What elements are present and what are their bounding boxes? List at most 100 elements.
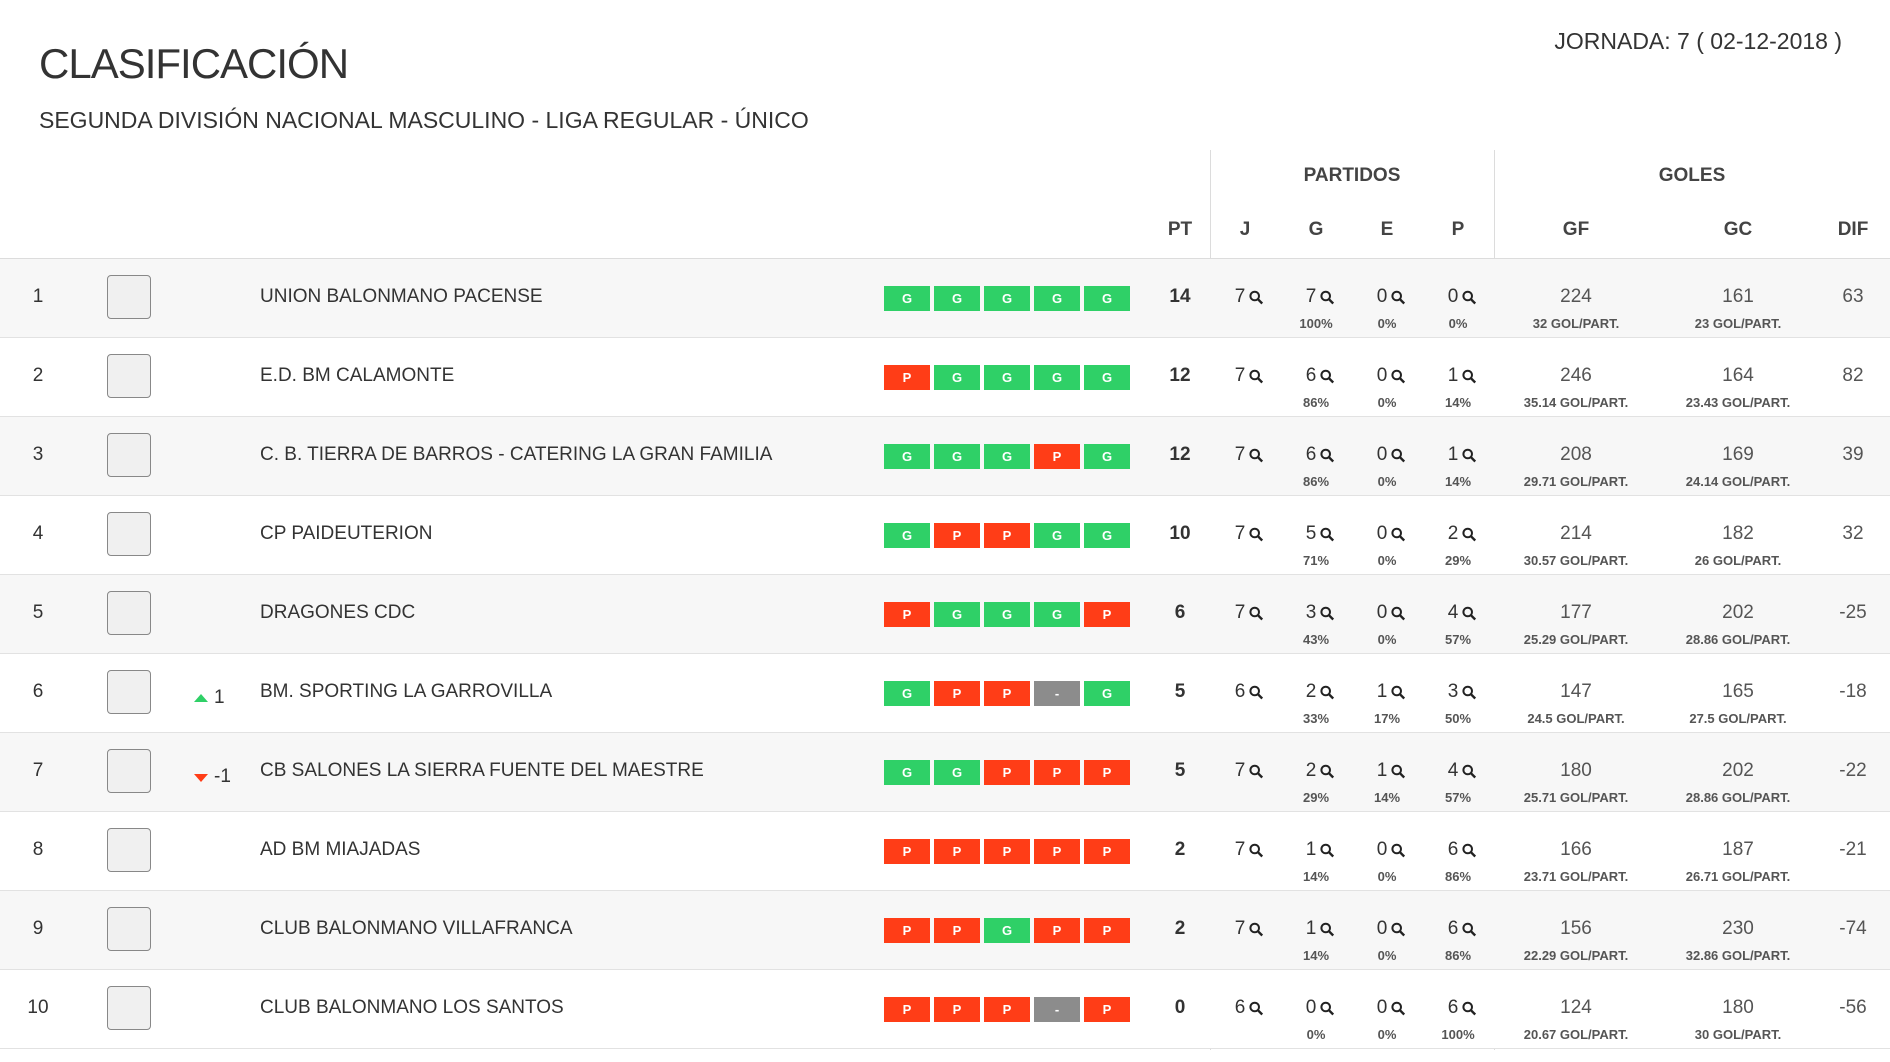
form-badge: G	[934, 760, 980, 785]
team-name: CLUB BALONMANO LOS SANTOS	[260, 997, 564, 1018]
search-icon	[1390, 290, 1405, 304]
goal-average: 22.29 GOL/PART.	[1523, 948, 1629, 963]
count: 5	[1305, 523, 1317, 544]
goal-difference: 39	[1842, 444, 1864, 465]
count: 0	[1376, 602, 1388, 623]
goals: 187	[1722, 839, 1754, 860]
team-name: CLUB BALONMANO VILLAFRANCA	[260, 918, 573, 939]
position: 6	[32, 681, 44, 702]
position: 2	[32, 365, 44, 386]
goals: 202	[1722, 602, 1754, 623]
match-count: 5	[1306, 523, 1335, 545]
count: 2	[1305, 760, 1317, 781]
form-badge: P	[934, 839, 980, 864]
team-logo	[107, 433, 151, 477]
goal-difference: 32	[1842, 523, 1864, 544]
count: 7	[1234, 760, 1246, 781]
match-count: 2	[1306, 681, 1335, 703]
team-logo	[107, 512, 151, 556]
count: 6	[1234, 997, 1246, 1018]
table-row: 1 UNION BALONMANO PACENSE G G G G G 14 7 7 100% 0 0%…	[0, 259, 1890, 338]
goals: 156	[1560, 918, 1592, 939]
percentage: 57%	[1444, 790, 1472, 805]
goal-average: 25.29 GOL/PART.	[1523, 632, 1629, 647]
count: 0	[1376, 918, 1388, 939]
page-title: CLASIFICACIÓN	[39, 40, 349, 87]
team-name: DRAGONES CDC	[260, 602, 416, 623]
form-badge: P	[1034, 839, 1080, 864]
form-badge: G	[1084, 523, 1130, 548]
points: 12	[1169, 365, 1191, 386]
match-count: 0	[1306, 997, 1335, 1019]
form-badge: P	[1034, 444, 1080, 469]
team-logo	[107, 275, 151, 319]
search-icon	[1319, 685, 1334, 699]
count: 0	[1376, 286, 1388, 307]
position: 10	[27, 997, 49, 1018]
search-icon	[1390, 1001, 1405, 1015]
search-icon	[1248, 448, 1263, 462]
search-icon	[1248, 527, 1263, 541]
search-icon	[1248, 764, 1263, 778]
form-badge: P	[984, 681, 1030, 706]
form-badge: P	[934, 681, 980, 706]
form-badge: P	[984, 839, 1030, 864]
match-count: 2	[1448, 523, 1477, 545]
percentage: 86%	[1302, 395, 1330, 410]
group-header: PARTIDOS	[1303, 165, 1401, 186]
match-count: 2	[1306, 760, 1335, 782]
form-badge: P	[1084, 760, 1130, 785]
goals: 164	[1722, 365, 1754, 386]
match-count: 7	[1235, 839, 1264, 861]
points: 5	[1174, 760, 1186, 781]
match-count: 0	[1377, 444, 1406, 466]
count: 1	[1376, 760, 1388, 781]
goals: 230	[1722, 918, 1754, 939]
percentage: 0%	[1377, 395, 1397, 410]
team-logo	[107, 907, 151, 951]
goal-average: 35.14 GOL/PART.	[1523, 395, 1629, 410]
count: 0	[1376, 839, 1388, 860]
column-header: P	[1451, 219, 1465, 240]
form-badge: G	[1034, 523, 1080, 548]
goal-average: 25.71 GOL/PART.	[1523, 790, 1629, 805]
search-icon	[1461, 1001, 1476, 1015]
form-badge: P	[1084, 839, 1130, 864]
form-badge: G	[884, 523, 930, 548]
search-icon	[1319, 369, 1334, 383]
team-name: AD BM MIAJADAS	[260, 839, 421, 860]
search-icon	[1319, 527, 1334, 541]
match-count: 1	[1448, 365, 1477, 387]
percentage: 29%	[1444, 553, 1472, 568]
points: 2	[1174, 839, 1186, 860]
goal-average: 24.14 GOL/PART.	[1685, 474, 1791, 489]
position: 3	[32, 444, 44, 465]
form-badge: P	[1084, 997, 1130, 1022]
goal-difference: -21	[1839, 839, 1867, 860]
form-badge: G	[934, 602, 980, 627]
subtitle: SEGUNDA DIVISIÓN NACIONAL MASCULINO - LI…	[39, 107, 809, 133]
form-badge: P	[984, 760, 1030, 785]
count: 0	[1376, 523, 1388, 544]
count: 6	[1305, 444, 1317, 465]
count: 4	[1447, 602, 1459, 623]
search-icon	[1461, 922, 1476, 936]
position: 5	[32, 602, 44, 623]
goal-average: 24.5 GOL/PART.	[1527, 711, 1625, 726]
search-icon	[1390, 843, 1405, 857]
percentage: 14%	[1302, 948, 1330, 963]
count: 1	[1447, 444, 1459, 465]
form-badge: G	[1084, 444, 1130, 469]
goal-average: 20.67 GOL/PART.	[1523, 1027, 1629, 1042]
form-badge: P	[884, 365, 930, 390]
form-badge: -	[1034, 681, 1080, 706]
percentage: 0%	[1377, 632, 1397, 647]
goal-average: 28.86 GOL/PART.	[1685, 790, 1791, 805]
search-icon	[1319, 1001, 1334, 1015]
search-icon	[1390, 448, 1405, 462]
search-icon	[1248, 606, 1263, 620]
form-badge: G	[1084, 286, 1130, 311]
form-badge: P	[1034, 918, 1080, 943]
position: 8	[32, 839, 44, 860]
match-count: 7	[1235, 444, 1264, 466]
